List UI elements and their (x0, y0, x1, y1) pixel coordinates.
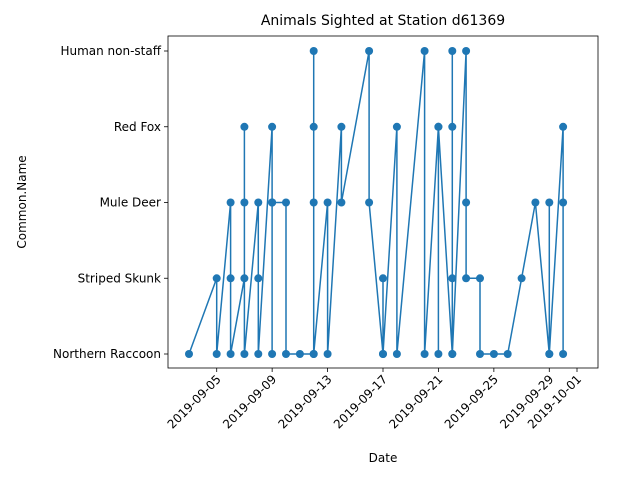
data-point (462, 198, 471, 207)
data-point (309, 350, 318, 358)
data-point (420, 47, 429, 55)
y-tick-label: Northern Raccoon (53, 347, 161, 361)
data-point (309, 198, 318, 207)
data-point (240, 350, 249, 358)
data-point (309, 47, 318, 55)
data-point (295, 350, 304, 358)
data-point (268, 198, 277, 207)
data-point (212, 350, 221, 358)
x-axis-label: Date (369, 451, 398, 465)
data-point (323, 198, 332, 207)
data-point (503, 350, 512, 358)
data-point (462, 274, 471, 283)
data-point (254, 274, 263, 283)
y-axis-label: Common.Name (15, 155, 29, 248)
data-point (448, 47, 457, 55)
data-point (240, 198, 249, 207)
data-point (448, 274, 457, 283)
data-point (337, 198, 346, 207)
data-point (517, 274, 526, 283)
data-point (365, 198, 374, 207)
plot-frame (167, 35, 599, 369)
data-point (392, 122, 401, 131)
data-point (226, 198, 235, 207)
data-point (254, 350, 263, 358)
data-point (434, 122, 443, 131)
y-tick-label: Mule Deer (100, 196, 161, 210)
data-point (489, 350, 498, 358)
data-point (226, 350, 235, 358)
data-point (282, 198, 290, 207)
data-point (379, 274, 387, 283)
data-point (559, 122, 568, 131)
data-point (212, 274, 221, 283)
data-point (254, 198, 263, 207)
data-point (545, 198, 554, 207)
data-point (476, 274, 484, 283)
data-point (462, 47, 471, 55)
data-point (559, 350, 568, 358)
data-point (268, 122, 277, 131)
data-point (434, 350, 443, 358)
data-point (531, 198, 540, 207)
data-point (420, 350, 429, 358)
data-point (240, 122, 249, 131)
data-point (309, 122, 318, 131)
data-point (379, 350, 387, 358)
data-point (545, 350, 554, 358)
y-tick-label: Human non-staff (60, 44, 161, 58)
data-point (240, 274, 249, 283)
data-point (559, 198, 568, 207)
data-point (185, 350, 193, 358)
data-point (337, 122, 346, 131)
plot-area (185, 47, 568, 358)
data-point (282, 350, 290, 358)
y-tick-label: Red Fox (114, 120, 161, 134)
data-point (226, 274, 235, 283)
chart-title: Animals Sighted at Station d61369 (261, 13, 505, 29)
data-point (323, 350, 332, 358)
y-tick-label: Striped Skunk (78, 271, 161, 285)
data-point (268, 350, 277, 358)
data-point (448, 350, 457, 358)
data-point (392, 350, 401, 358)
data-point (365, 47, 374, 55)
data-point (476, 350, 484, 358)
data-point (448, 122, 457, 131)
